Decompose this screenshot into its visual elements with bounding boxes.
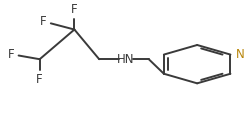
Text: F: F [40,15,47,28]
Text: N: N [236,48,245,61]
Text: F: F [71,3,78,16]
Text: F: F [8,48,14,61]
Text: HN: HN [117,53,134,66]
Text: F: F [36,73,43,86]
